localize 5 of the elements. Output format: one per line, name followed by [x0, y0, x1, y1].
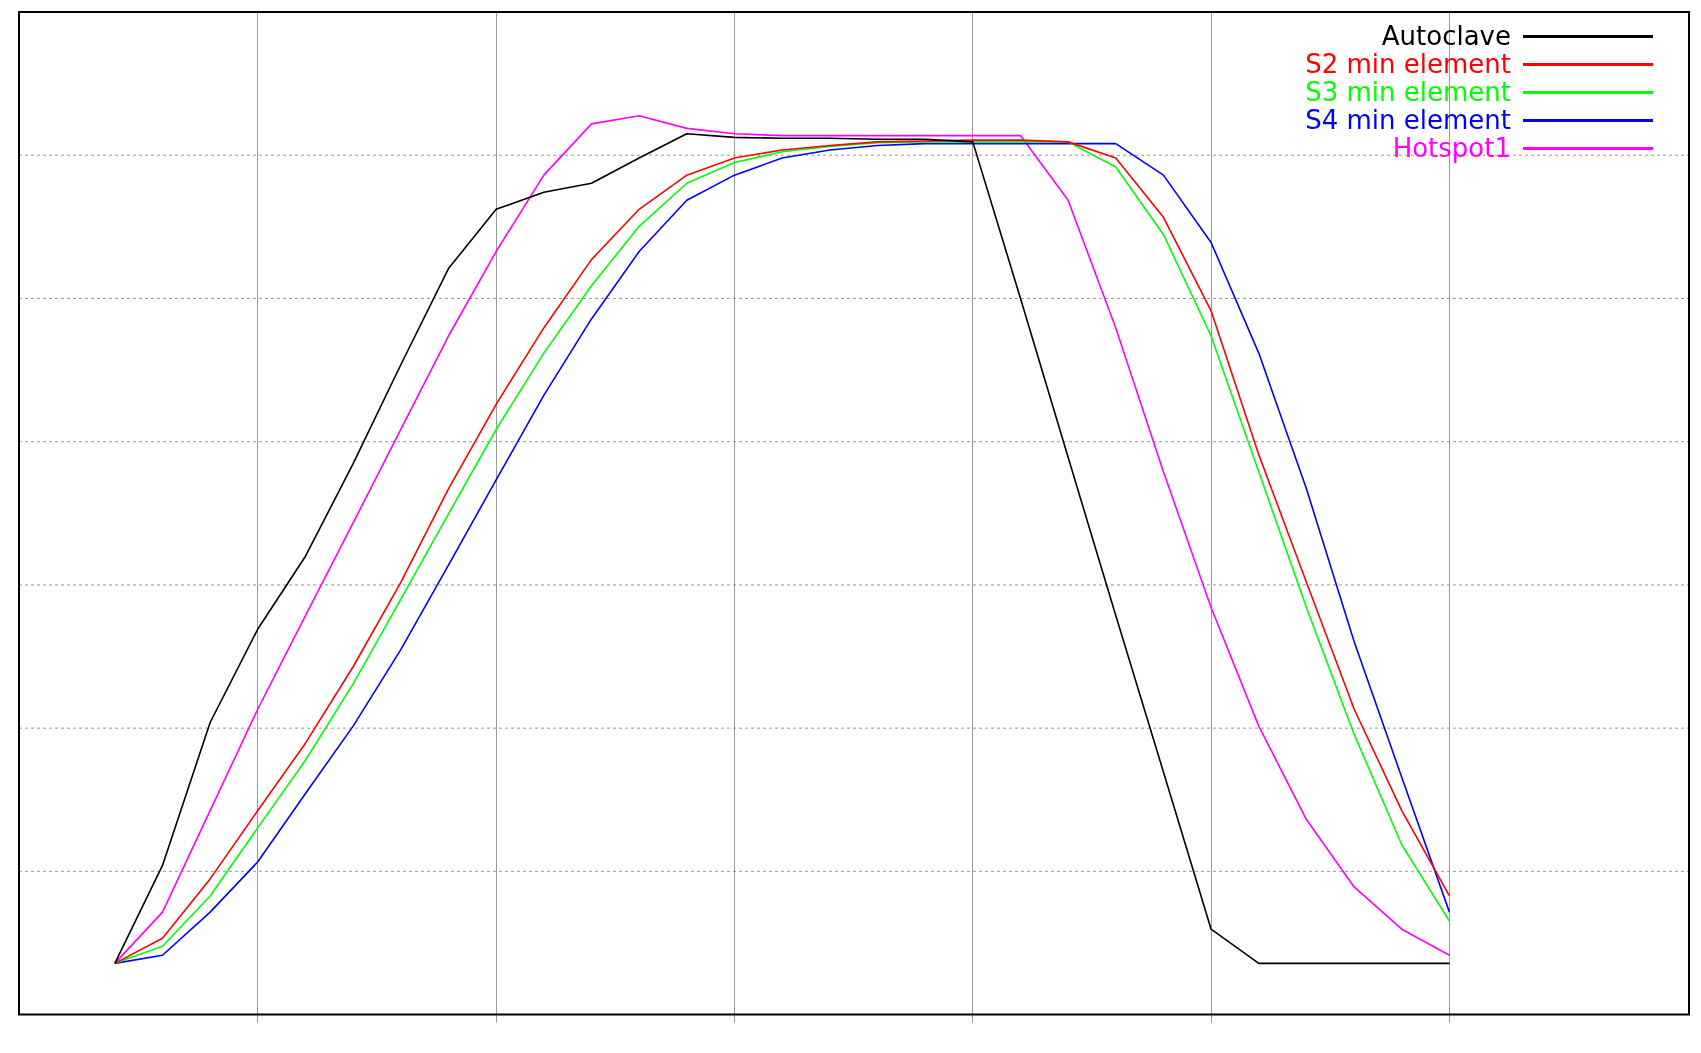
legend-label: Autoclave — [1381, 21, 1511, 51]
legend-label: Hotspot1 — [1392, 133, 1511, 163]
legend-label: S3 min element — [1305, 77, 1511, 107]
legend-label: S2 min element — [1305, 49, 1511, 79]
legend-label: S4 min element — [1305, 105, 1511, 135]
